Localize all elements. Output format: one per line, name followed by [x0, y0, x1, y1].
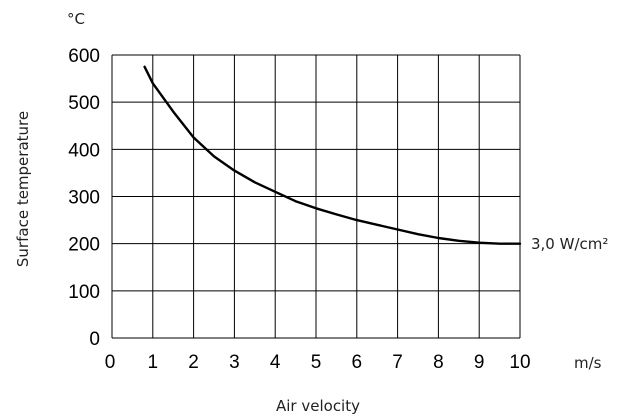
x-axis-title: Air velocity: [276, 397, 360, 415]
x-tick-label: 7: [392, 352, 403, 373]
x-tick-label: 10: [509, 352, 530, 373]
grid: [111, 54, 521, 339]
y-axis-title: Surface temperature: [14, 111, 32, 267]
y-tick-label: 0: [89, 329, 100, 350]
x-tick-label: 4: [270, 352, 281, 373]
y-tick-label: 400: [68, 140, 100, 161]
x-tick-label: 1: [148, 352, 159, 373]
x-tick-label: 8: [433, 352, 444, 373]
x-unit-label: m/s: [574, 354, 602, 372]
y-tick-label: 300: [68, 188, 100, 209]
series-line: [143, 65, 522, 245]
x-tick-label: 0: [105, 352, 116, 373]
x-tick-labels: 0 1 2 3 4 5 6 7 8 9 10: [105, 352, 531, 373]
y-tick-label: 600: [68, 46, 100, 67]
series-label: 3,0 W/cm²: [531, 235, 608, 253]
y-unit-label: °C: [67, 10, 85, 28]
y-tick-label: 500: [68, 93, 100, 114]
x-tick-label: 3: [229, 352, 240, 373]
x-tick-label: 9: [474, 352, 485, 373]
series-group: [143, 65, 522, 245]
y-tick-label: 100: [68, 282, 100, 303]
x-tick-label: 6: [352, 352, 363, 373]
y-tick-labels: 0 100 200 300 400 500 600: [68, 46, 100, 350]
x-tick-label: 5: [311, 352, 322, 373]
y-tick-label: 200: [68, 235, 100, 256]
x-tick-label: 2: [188, 352, 199, 373]
